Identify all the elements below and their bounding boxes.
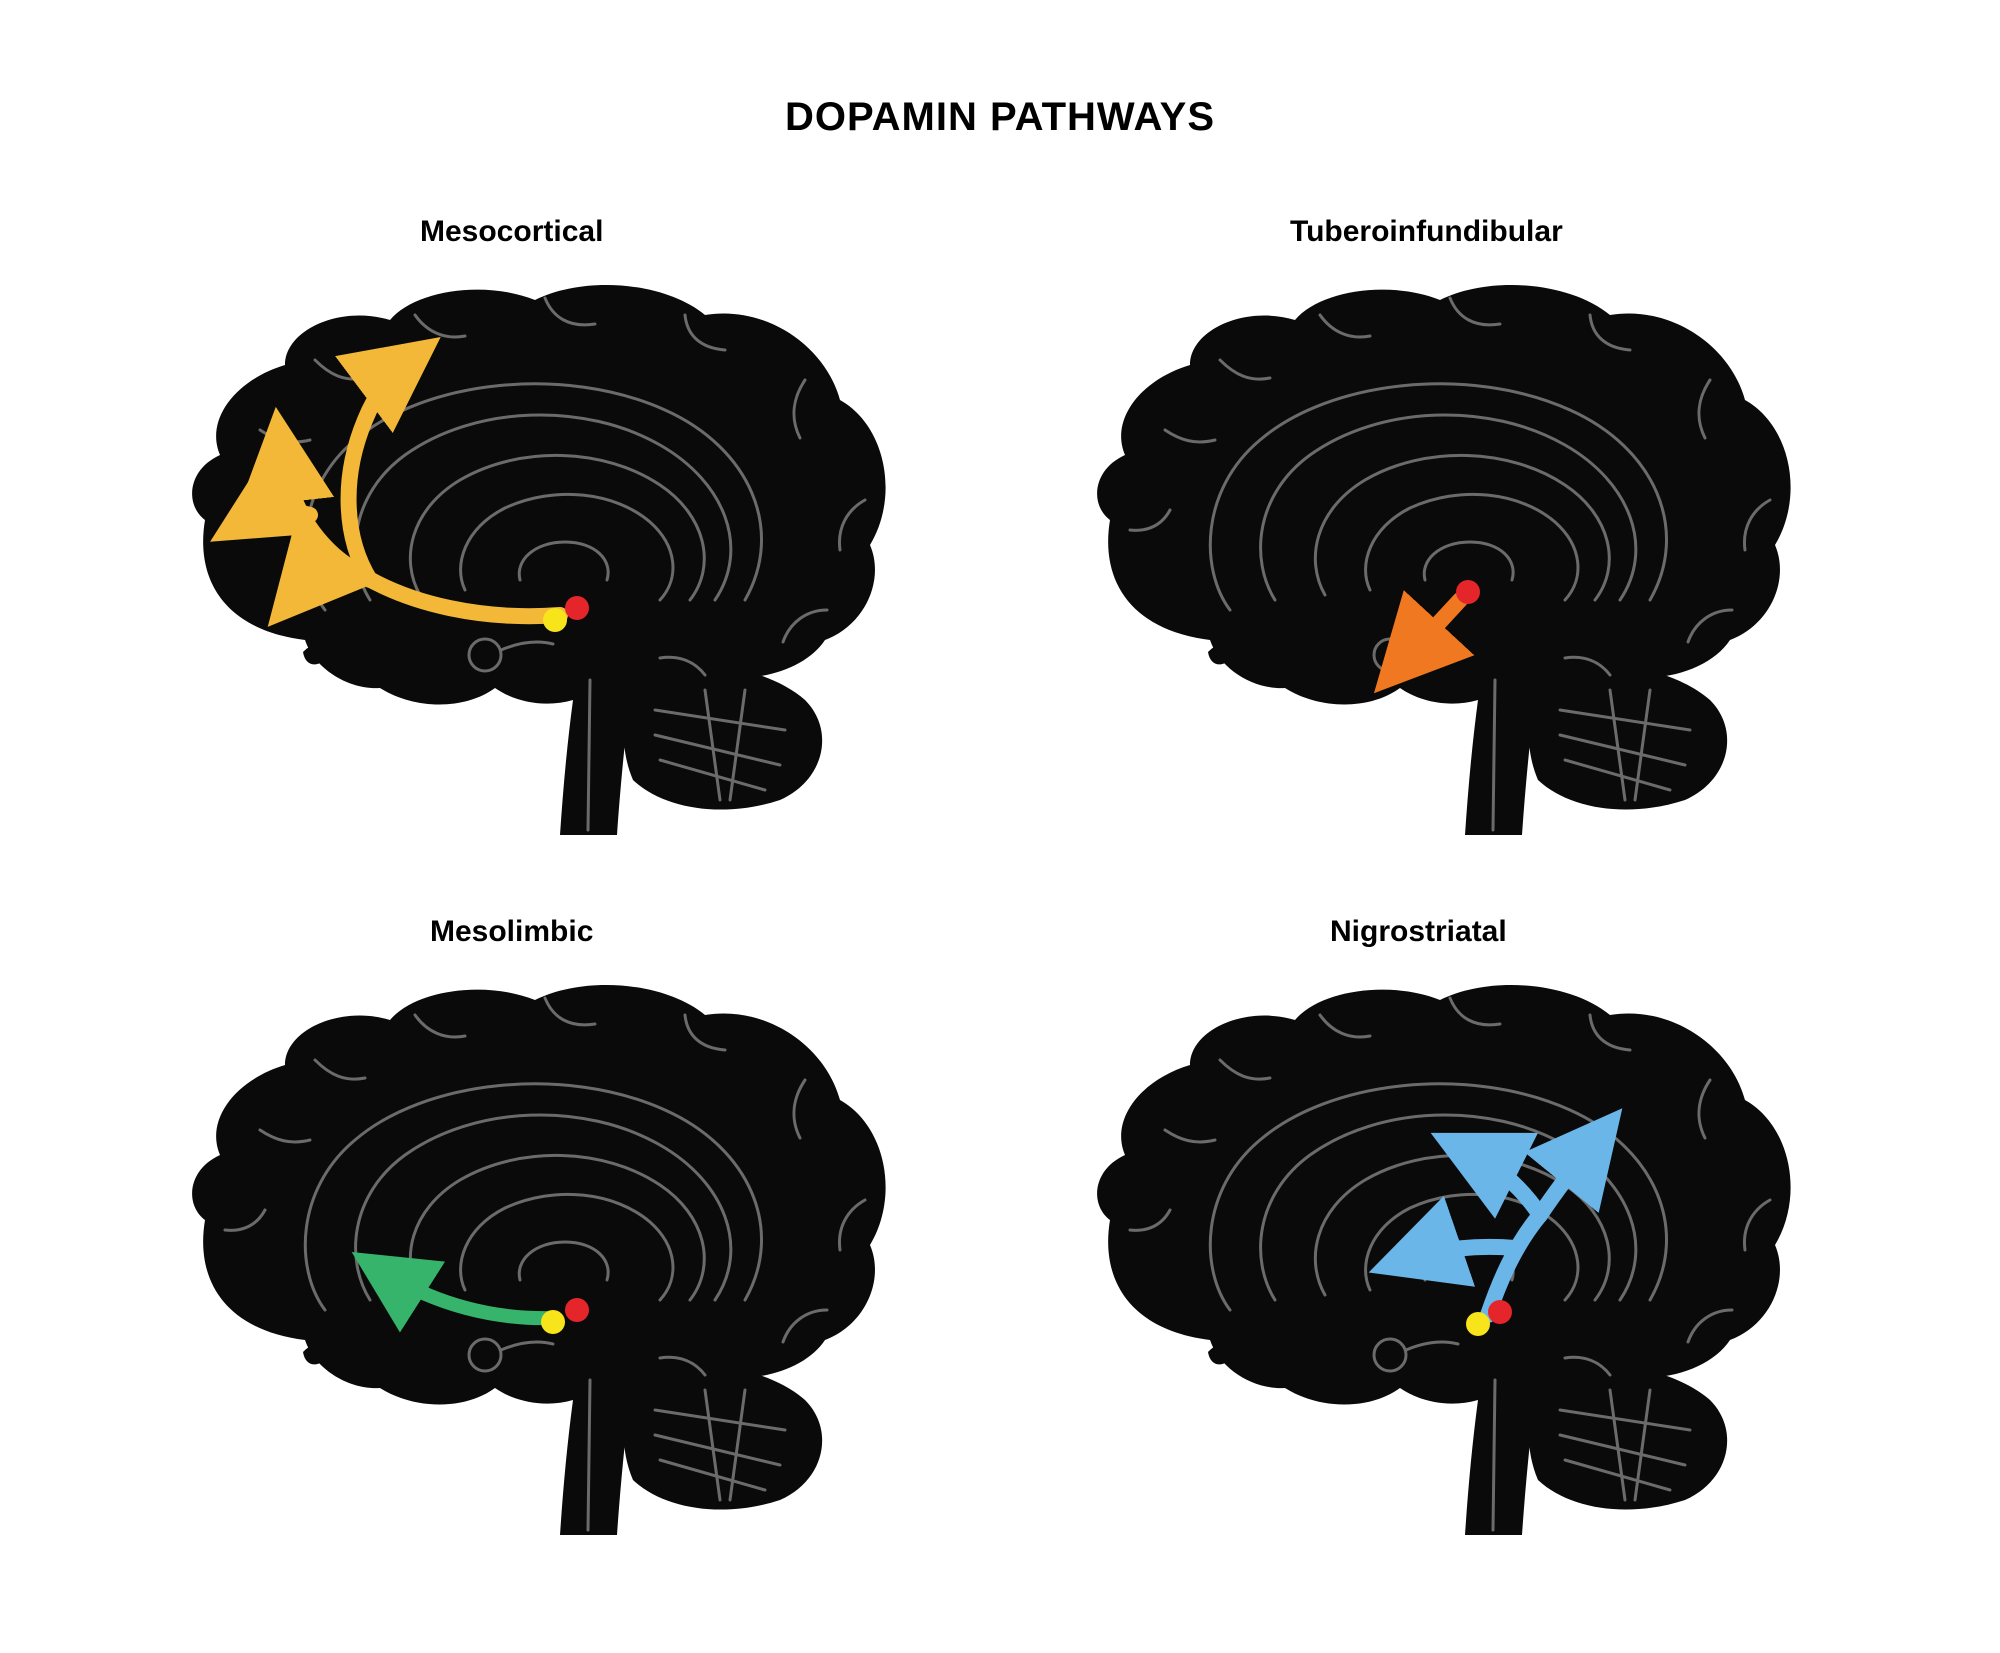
label-nigrostriatal: Nigrostriatal [1330, 915, 1507, 949]
label-tuberoinfundibular: Tuberoinfundibular [1290, 215, 1563, 249]
main-title: DOPAMIN PATHWAYS [0, 95, 2000, 140]
brain-mesocortical [165, 270, 925, 870]
vta-dot-yellow-icon [543, 608, 567, 632]
label-mesocortical: Mesocortical [420, 215, 603, 249]
brain-mesolimbic [165, 970, 925, 1570]
brain-tuberoinfundibular [1070, 270, 1830, 870]
label-mesolimbic: Mesolimbic [430, 915, 593, 949]
vta-dot-red-icon [565, 1298, 589, 1322]
sn-dot-yellow-icon [1466, 1312, 1490, 1336]
sn-dot-red-icon [1488, 1300, 1512, 1324]
origin-dot-red-icon [1456, 580, 1480, 604]
brain-nigrostriatal [1070, 970, 1830, 1570]
vta-dot-red-icon [565, 596, 589, 620]
page: DOPAMIN PATHWAYS Mesocortical Tuberoinfu… [0, 0, 2000, 1653]
vta-dot-yellow-icon [541, 1310, 565, 1334]
